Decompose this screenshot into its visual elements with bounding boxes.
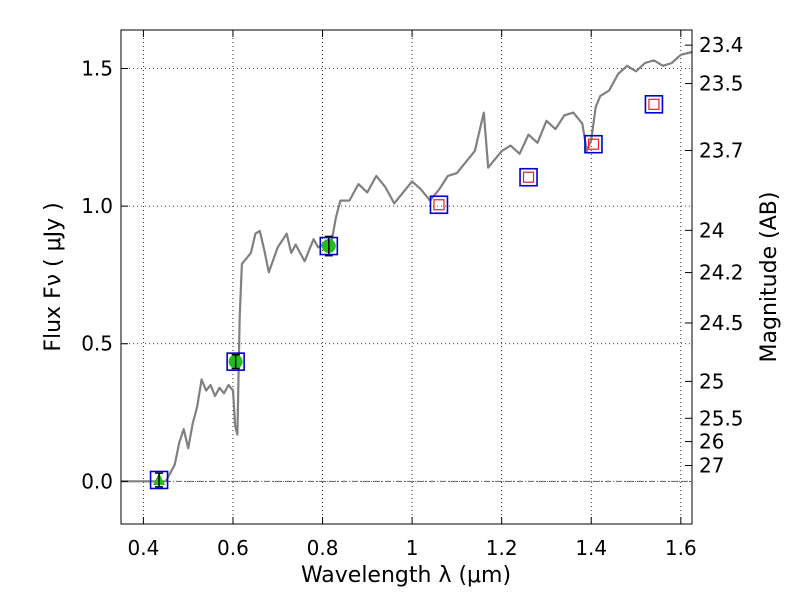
mag-tick-label: 25 — [699, 369, 724, 393]
right-axis-label: Magnitude (AB) — [757, 192, 782, 363]
mag-tick-label: 27 — [699, 454, 724, 478]
y-tick-label: 0.5 — [81, 332, 113, 356]
y-tick-label: 1.0 — [81, 194, 113, 218]
y-axis-label: Flux Fν ( μJy ) — [41, 202, 66, 351]
model-point — [429, 195, 449, 215]
mag-tick-label: 24.2 — [699, 261, 744, 285]
plot-frame — [120, 29, 693, 525]
x-tick-label: 1.2 — [486, 536, 518, 560]
x-tick-label: 0.6 — [217, 536, 249, 560]
x-tick-label: 0.4 — [127, 536, 159, 560]
x-axis-label: Wavelength λ (μm) — [301, 563, 511, 588]
model-point-inner — [587, 138, 600, 150]
mag-tick-label: 23.4 — [699, 33, 744, 57]
mag-tick-label: 23.7 — [699, 138, 744, 162]
model-point — [519, 167, 538, 187]
model-point — [644, 95, 664, 114]
mag-tick-label: 23.5 — [699, 72, 744, 96]
grid — [121, 30, 692, 524]
y-tick-label: 1.5 — [81, 57, 113, 81]
y-tick-label: 0.0 — [81, 469, 113, 493]
x-tick-label: 1 — [406, 536, 419, 560]
mag-tick-label: 24.5 — [699, 311, 744, 335]
model-point — [319, 236, 339, 256]
mag-tick-label: 24 — [699, 218, 724, 242]
model-point-inner — [433, 199, 445, 211]
mag-tick-label: 26 — [699, 430, 724, 454]
model-point — [584, 134, 603, 154]
mag-tick-label: 25.5 — [699, 406, 744, 430]
x-tick-label: 0.8 — [307, 536, 339, 560]
axis-ticks: 0.4 0.6 0.8 1 1.2 1.4 1.6 0.0 0.5 1.0 1.5 23.4 23.5 2… — [81, 30, 744, 560]
x-tick-label: 1.6 — [665, 536, 697, 560]
x-tick-label: 1.4 — [575, 536, 607, 560]
model-point — [149, 470, 169, 490]
model-point-inner — [522, 171, 535, 183]
photometry-points — [149, 95, 664, 490]
model-point — [226, 352, 245, 371]
spectrum-line — [121, 50, 693, 483]
model-point-inner — [648, 98, 660, 110]
